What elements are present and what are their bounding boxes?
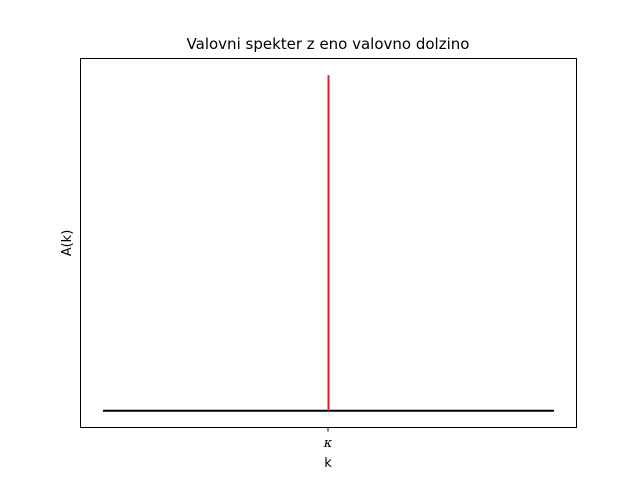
series-layer [103,75,554,412]
x-axis-label: k [324,456,332,471]
x-tick-label-kappa: κ [323,436,333,451]
y-axis-label: A(k) [60,230,75,257]
chart-title: Valovni spekter z eno valovno dolzino [187,35,470,53]
